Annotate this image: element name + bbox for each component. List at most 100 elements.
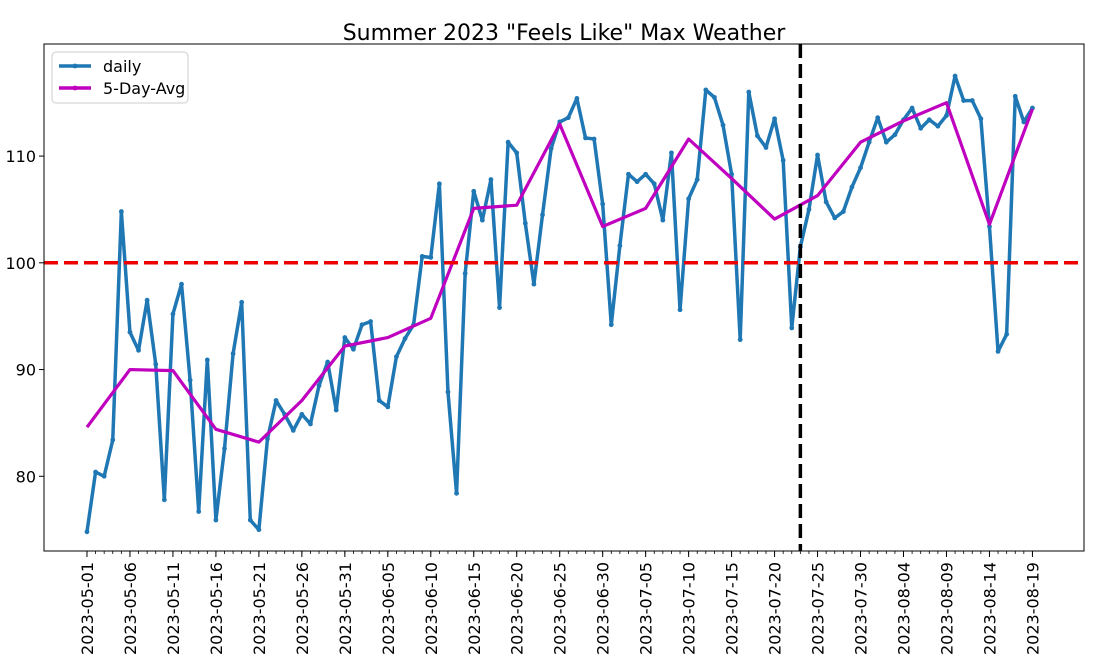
- data-point-daily: [187, 377, 193, 383]
- data-point-daily: [643, 171, 649, 177]
- data-point-daily: [565, 115, 571, 121]
- x-tick-label: 2023-05-31: [336, 562, 355, 655]
- x-tick-label: 2023-08-19: [1023, 562, 1042, 655]
- data-point-daily: [763, 145, 769, 150]
- data-point-daily: [686, 196, 692, 202]
- x-tick-label: 2023-08-14: [980, 562, 999, 655]
- data-point-daily: [325, 359, 331, 365]
- data-point-daily: [935, 123, 941, 129]
- data-point-daily: [239, 299, 245, 305]
- plot-frame: [43, 43, 1085, 552]
- data-point-daily: [222, 446, 227, 451]
- data-point-daily: [651, 181, 657, 187]
- data-point-daily: [703, 87, 709, 93]
- data-point-daily: [462, 271, 468, 276]
- x-tick-label: 2023-05-26: [293, 562, 312, 655]
- x-tick-label: 2023-05-11: [164, 562, 183, 655]
- series-line-daily: [85, 74, 1034, 533]
- data-point-daily: [926, 117, 932, 123]
- data-point-daily: [866, 139, 872, 145]
- data-point-daily: [883, 139, 889, 145]
- data-point-daily: [1012, 93, 1018, 99]
- data-point-daily: [359, 322, 365, 328]
- x-tick-label: 2023-06-15: [465, 562, 484, 655]
- data-point-daily: [583, 135, 588, 141]
- data-point-daily: [978, 116, 984, 122]
- data-point-daily: [333, 407, 339, 413]
- x-tick-label: 2023-07-15: [723, 562, 742, 655]
- data-point-daily: [754, 133, 760, 139]
- data-point-daily: [179, 281, 184, 287]
- y-tick-label: 90: [16, 361, 36, 380]
- data-point-daily: [479, 217, 485, 223]
- x-tick-label: 2023-06-25: [551, 562, 570, 655]
- data-point-daily: [368, 319, 374, 324]
- data-point-daily: [712, 94, 717, 100]
- data-point-daily: [600, 201, 606, 207]
- data-point-daily: [290, 427, 296, 433]
- x-tick-label: 2023-05-16: [207, 562, 226, 655]
- data-point-daily: [247, 517, 253, 523]
- x-tick-label: 2023-07-10: [680, 562, 699, 655]
- data-point-daily: [445, 389, 451, 395]
- data-point-daily: [737, 337, 743, 343]
- data-point-daily: [772, 116, 777, 122]
- data-point-daily: [110, 437, 116, 443]
- data-point-daily: [230, 351, 236, 356]
- data-point-daily: [626, 171, 631, 177]
- x-tick-label: 2023-06-10: [422, 562, 441, 655]
- data-point-daily: [840, 209, 846, 214]
- data-point-daily: [617, 243, 623, 249]
- data-point-daily: [454, 490, 459, 496]
- data-point-daily: [127, 329, 133, 335]
- x-tick-label: 2023-06-30: [594, 562, 613, 655]
- data-point-daily: [548, 146, 554, 152]
- data-point-daily: [316, 383, 322, 388]
- x-tick-label: 2023-08-09: [937, 562, 956, 655]
- data-point-daily: [832, 215, 838, 221]
- data-point-daily: [101, 473, 107, 479]
- data-point-daily: [694, 177, 700, 182]
- axes: 80 90 100 110 2023-05-01 2023-05-06 2023-05-11…: [5, 43, 1085, 655]
- data-point-daily: [497, 305, 502, 311]
- data-point-daily: [522, 220, 528, 226]
- data-point-daily: [376, 398, 382, 403]
- data-point-daily: [471, 188, 477, 194]
- data-point-daily: [574, 96, 580, 101]
- data-point-daily: [660, 217, 666, 223]
- data-point-daily: [351, 346, 356, 352]
- series-line-5-day-avg: [85, 101, 1034, 444]
- data-point-daily: [961, 98, 967, 103]
- data-point-daily: [823, 199, 829, 205]
- data-point-daily: [256, 527, 262, 533]
- data-point-daily: [204, 357, 210, 363]
- legend: daily 5-Day-Avg: [51, 51, 189, 104]
- data-point-daily: [265, 436, 270, 442]
- data-point-daily: [1021, 119, 1027, 125]
- data-point-daily: [273, 398, 279, 403]
- data-point-daily: [892, 132, 898, 138]
- data-point-daily: [505, 139, 511, 145]
- data-point-daily: [436, 181, 442, 187]
- data-point-daily: [1004, 331, 1010, 337]
- x-tick-label: 2023-05-01: [78, 562, 97, 655]
- data-point-daily: [402, 336, 408, 341]
- data-point-daily: [531, 281, 537, 287]
- data-point-daily: [944, 113, 949, 118]
- legend-label: daily: [103, 57, 141, 76]
- data-point-daily: [608, 322, 614, 328]
- data-point-daily: [170, 311, 176, 317]
- data-point-daily: [540, 212, 545, 218]
- data-point-daily: [780, 157, 786, 163]
- data-point-daily: [858, 165, 863, 171]
- x-tick-label: 2023-07-05: [637, 562, 656, 655]
- data-point-daily: [428, 255, 434, 260]
- x-tick-label: 2023-06-05: [379, 562, 398, 655]
- x-tick-label: 2023-07-25: [809, 562, 828, 655]
- x-tick-label: 2023-07-30: [852, 562, 871, 655]
- data-point-daily: [196, 509, 202, 514]
- data-point-daily: [514, 150, 520, 156]
- data-point-daily: [93, 469, 98, 475]
- data-point-daily: [918, 125, 924, 131]
